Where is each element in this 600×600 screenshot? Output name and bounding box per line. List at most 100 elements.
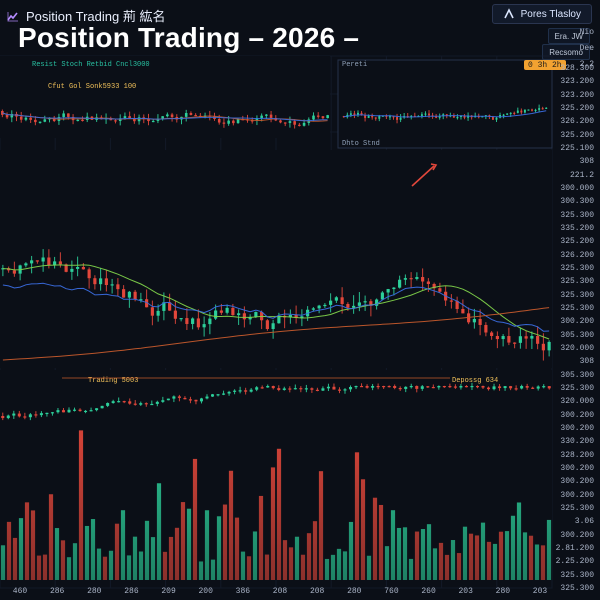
price-tick: 308 (579, 357, 594, 367)
candle-body (321, 388, 325, 391)
candle-body (530, 335, 534, 339)
candle-body (409, 386, 413, 388)
candle-body (67, 113, 70, 117)
candle-body (506, 113, 509, 115)
candle-body (387, 386, 391, 388)
candle-body (1, 111, 4, 115)
candle-body (156, 118, 160, 121)
candle-body (448, 386, 452, 388)
candle-body (30, 260, 34, 264)
candle-body (321, 116, 325, 119)
time-tick: 280 (495, 587, 511, 596)
candle-body (41, 257, 45, 262)
candle-body (352, 305, 356, 308)
candle-body (375, 299, 379, 306)
top-strip-legend-1: Resist Stoch Retbid Cncl3000 (32, 61, 150, 69)
top-strip: Resist Stoch Retbid Cncl3000 Cfut Gol So… (0, 56, 330, 138)
candle-body (431, 386, 435, 389)
candle-body (437, 386, 441, 388)
price-tick: 328.200 (560, 450, 594, 460)
time-tick: 760 (384, 587, 399, 596)
trend-arrow-head (430, 163, 438, 171)
candle-body (248, 316, 252, 320)
time-tick: 286 (124, 587, 139, 596)
candle-body (541, 108, 544, 110)
candle-body (161, 400, 165, 402)
candle-body (329, 300, 333, 305)
candle-body (279, 120, 282, 123)
candle-body (58, 261, 62, 265)
candle-body (81, 119, 84, 122)
candle-body (484, 324, 488, 333)
candle-body (100, 405, 104, 409)
candle-body (288, 121, 292, 123)
candle-body (509, 112, 512, 115)
price-tick-small: Nio (579, 28, 594, 37)
candle-body (326, 386, 330, 389)
candle-body (254, 312, 258, 317)
time-tick: 208 (272, 587, 288, 596)
candle-body (518, 336, 522, 343)
candle-body (93, 278, 97, 285)
candle-body (371, 386, 375, 388)
candle-body (453, 386, 457, 388)
candle-body (191, 318, 195, 324)
candle-body (545, 107, 548, 109)
candle-body (415, 386, 419, 389)
candle-body (73, 409, 77, 411)
candle-body (269, 114, 273, 118)
candle-body (50, 412, 54, 414)
candle-body (179, 318, 183, 320)
candle-body (282, 388, 286, 390)
candle-body (531, 109, 533, 111)
candle-body (357, 112, 359, 116)
time-tick: 200 (198, 587, 213, 596)
candle-body (357, 302, 361, 306)
price-tick: 326.200 (560, 117, 594, 127)
candle-body (123, 116, 127, 119)
price-tick: 325.300 (560, 384, 594, 393)
candle-body (343, 389, 347, 391)
candle-body (150, 403, 154, 406)
candle-body (99, 278, 103, 285)
candle-body (538, 108, 541, 110)
top-right-menu[interactable]: Pores Tlasloy (491, 4, 592, 24)
price-tick: 325.300 (560, 290, 594, 300)
candle-body (365, 386, 369, 388)
candle-body (104, 278, 108, 286)
candle-body (490, 332, 494, 336)
price-tick: 320.000 (560, 344, 594, 353)
candle-body (342, 116, 345, 118)
candle-body (231, 307, 235, 316)
candle-body (45, 412, 49, 415)
candle-body (168, 302, 172, 311)
time-tick: 280 (87, 587, 102, 596)
chart-icon (6, 9, 20, 23)
candle-body (380, 292, 384, 300)
candle-body (495, 335, 499, 340)
candle-body (311, 308, 315, 310)
toolbar-chip-2[interactable]: Recsomo (542, 44, 590, 60)
price-tick: 325.300 (560, 277, 594, 287)
candle-body (392, 287, 396, 290)
candle-body (283, 122, 287, 124)
candle-body (95, 408, 99, 411)
candle-body (428, 113, 430, 116)
candle-body (464, 386, 468, 388)
candle-body (398, 388, 402, 390)
candle-body (438, 288, 442, 292)
candle-body (293, 388, 297, 390)
time-tick: 203 (458, 587, 473, 596)
candle-body (161, 116, 164, 119)
toolbar-chip-1[interactable]: Era. JW (547, 28, 590, 44)
candle-body (133, 291, 137, 300)
candle-body (172, 396, 176, 399)
price-tick: 3.06 (574, 517, 594, 527)
brand: Position Trading 荊 紘名 (6, 6, 165, 25)
candle-body (145, 299, 149, 308)
candle-body (116, 284, 120, 290)
candle-body (527, 109, 530, 111)
candle-body (459, 386, 463, 388)
price-tick: 325.300 (560, 504, 594, 513)
candle-body (420, 114, 423, 116)
